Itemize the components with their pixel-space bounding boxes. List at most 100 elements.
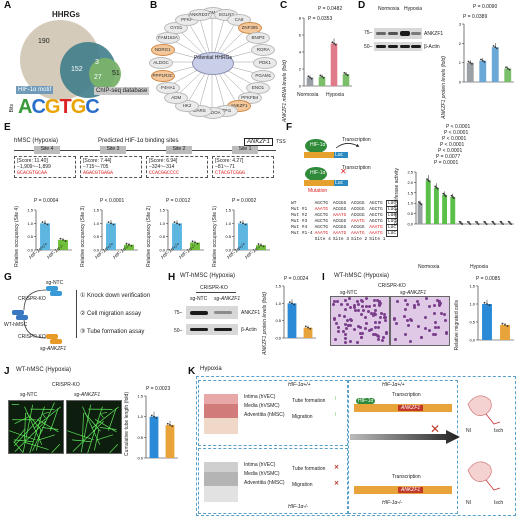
data-point <box>178 223 181 226</box>
g-sgank: sg-ANKZF1 <box>40 346 67 352</box>
venn-chip-label: ChIP-seq database <box>94 87 150 95</box>
e-gene-box: ANKZF1 <box>244 138 274 146</box>
cell-dot <box>382 312 386 316</box>
cell-dot <box>348 306 352 310</box>
k-migration-2: Migration <box>292 482 313 488</box>
bar <box>482 304 492 340</box>
f-table-row: Mut #4 AGCTG ACGGG ACGGG AAATG LUC <box>291 224 399 231</box>
d-ankzf1-label: ANKZF1 <box>424 31 444 37</box>
bar <box>40 223 50 250</box>
cell-dot <box>377 300 381 304</box>
j-ylabel: Cumulative tube length (fold) <box>124 392 130 456</box>
tube-segment <box>38 434 56 441</box>
cell-dot <box>344 323 348 327</box>
h-actin-label: β-Actin <box>241 327 257 333</box>
d-mw-50: 50– <box>364 44 373 50</box>
y-tick-label: 2 <box>459 41 462 46</box>
data-point <box>239 221 242 224</box>
y-tick-label: 1.5 <box>275 284 281 289</box>
cell-dot <box>345 303 349 307</box>
cell-dot <box>357 325 361 329</box>
k-mech-cross-icon: ✕ <box>430 422 441 436</box>
tube-segment <box>82 412 84 441</box>
data-point <box>469 61 472 64</box>
f-normoxia: Normoxia <box>418 264 440 270</box>
y-tick-label: 0.5 <box>137 435 143 440</box>
cell-dot <box>353 327 357 331</box>
k-layer-intima-1: Intima (hVEC) <box>244 394 276 400</box>
tube-segment <box>14 416 29 424</box>
y-tick-label: 0.5 <box>275 318 281 323</box>
tube-segment <box>84 412 101 432</box>
cell-dot <box>352 303 356 307</box>
data-point <box>507 220 510 223</box>
tube-segment <box>82 406 101 445</box>
k-tube-1: Tube formation <box>292 398 326 404</box>
data-point <box>492 45 495 47</box>
cell-dot <box>443 319 447 323</box>
bar <box>149 416 159 458</box>
bar <box>303 327 313 338</box>
data-point <box>417 201 420 203</box>
data-point <box>128 243 130 246</box>
f-pvalue: P = 0.0001 <box>434 160 459 166</box>
k-layer-media-2: Media (hVSMC) <box>244 471 280 477</box>
cell-dot <box>366 309 370 313</box>
cross-icon-2: ✕ <box>334 481 340 487</box>
data-point <box>319 74 322 77</box>
i-p: P = 0.0085 <box>476 276 501 282</box>
data-point <box>44 222 46 225</box>
f-ylabel: Relative luciferase activity <box>394 168 400 226</box>
e-chart: 0.0 0.5 1.0 1.5 <box>27 208 72 253</box>
d-p1: P = 0.0090 <box>473 4 498 10</box>
panel-label-f: F <box>286 122 293 133</box>
cell-dot <box>344 332 348 336</box>
cell-dot <box>376 337 380 341</box>
e-site-name: Site 4 <box>34 146 60 154</box>
data-point <box>419 202 421 205</box>
cell-dot <box>360 312 364 316</box>
cell-dot <box>343 340 347 344</box>
panel-label-b: B <box>150 0 158 11</box>
c-xgroup-hypoxia: Hypoxia <box>326 92 345 98</box>
cell-dot <box>435 298 439 302</box>
tube-segment <box>87 406 103 453</box>
cell-dot <box>353 306 357 310</box>
tube-segment <box>11 403 20 406</box>
f-hypoxia: Hypoxia <box>470 264 489 270</box>
cell-dot <box>354 308 358 312</box>
k-isch-1: Isch <box>494 428 504 434</box>
cell-dot <box>374 320 378 324</box>
data-point <box>426 178 428 181</box>
chart-i: 0.0 0.5 1.0 1.5 <box>469 284 514 343</box>
data-point <box>125 242 128 245</box>
y-tick-label: 0.5 <box>93 234 99 239</box>
tube-segment <box>109 444 119 453</box>
k-layer-adventitia-2: Adventitia (hMSC) <box>244 480 285 486</box>
k-isch-2: Isch <box>494 500 504 506</box>
network-node: ALDOC <box>149 57 173 69</box>
network-node: RORA <box>251 44 276 57</box>
e-ylabel: Relative occupancy (Site 4) <box>14 206 20 267</box>
data-point <box>304 325 307 328</box>
k-tube-2: Tube formation <box>292 466 326 472</box>
g-workflow-arrows <box>12 286 62 344</box>
panel-label-a: A <box>4 0 12 11</box>
y-tick-label: 0.0 <box>159 248 165 253</box>
h-lane-2: sg-ANKZF1 <box>214 296 241 302</box>
cell-dot <box>444 330 448 334</box>
y-tick-label: 1.0 <box>137 414 143 419</box>
data-point <box>176 222 178 225</box>
e-site-card: Site 1 [Score: 4.27] −81~−71 CTACGTCGGG <box>212 146 274 178</box>
cell-dot <box>359 332 363 336</box>
d-p2: P = 0.0389 <box>463 14 488 20</box>
bar <box>417 203 423 224</box>
y-tick-label: 1.5 <box>225 208 231 213</box>
d-mw-75: 75– <box>364 30 373 36</box>
f-pvalue: P = 0.0077 <box>436 154 461 160</box>
y-tick-label: 1.0 <box>27 221 33 226</box>
data-point <box>467 60 470 63</box>
k-ko-label: HIF-1α-/- <box>288 504 309 510</box>
data-point <box>310 77 313 80</box>
venn-count-3: 3 <box>95 59 99 66</box>
